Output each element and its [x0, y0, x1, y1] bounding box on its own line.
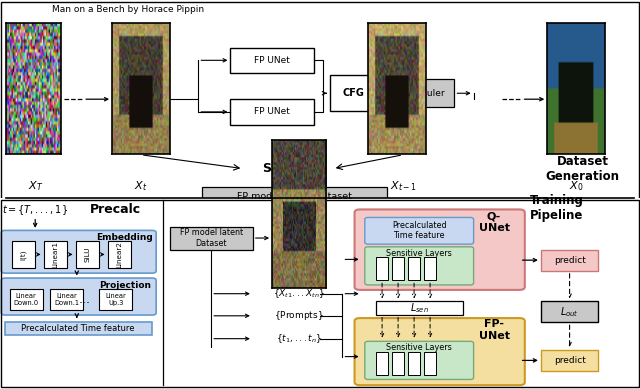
Text: FP model latent
Dataset: FP model latent Dataset — [180, 228, 243, 248]
Bar — [99, 289, 132, 310]
Text: $X_t$: $X_t$ — [134, 179, 147, 193]
Text: Projection: Projection — [99, 281, 151, 290]
Bar — [230, 47, 314, 74]
Bar — [10, 289, 43, 310]
Text: $L_{out}$: $L_{out}$ — [560, 305, 579, 319]
Bar — [108, 241, 131, 268]
Bar — [541, 350, 598, 371]
Text: Man on a Bench by Horace Pippin: Man on a Bench by Horace Pippin — [52, 5, 204, 14]
Text: Linear
Down.1: Linear Down.1 — [54, 293, 79, 306]
Text: Linear
Up.3: Linear Up.3 — [106, 293, 126, 306]
Text: $X_{t-1}$: $X_{t-1}$ — [390, 179, 417, 193]
Bar — [50, 289, 83, 310]
Text: FP model latent Dataset: FP model latent Dataset — [237, 191, 352, 200]
Text: FP UNet: FP UNet — [254, 107, 290, 116]
FancyBboxPatch shape — [1, 278, 156, 315]
Text: SiLU: SiLU — [84, 247, 90, 262]
Bar — [5, 322, 152, 335]
Text: CFG: CFG — [342, 88, 365, 98]
Text: predict: predict — [554, 256, 586, 265]
FancyBboxPatch shape — [365, 217, 474, 244]
Bar — [376, 301, 463, 315]
Bar — [202, 187, 387, 203]
Bar — [330, 75, 378, 111]
Bar — [376, 258, 388, 280]
Bar — [541, 301, 598, 322]
Text: $X_0$: $X_0$ — [569, 179, 583, 193]
Text: Linear2: Linear2 — [116, 241, 122, 268]
Text: Linear1: Linear1 — [52, 241, 58, 268]
Bar — [376, 352, 388, 375]
Text: l(t): l(t) — [20, 249, 26, 260]
Bar — [390, 79, 454, 107]
Text: $L_{sen}$: $L_{sen}$ — [410, 301, 429, 315]
Bar — [44, 241, 67, 268]
Text: predict: predict — [554, 356, 586, 365]
Bar — [408, 352, 420, 375]
Text: $\{t_1,...t_n\}$: $\{t_1,...t_n\}$ — [276, 332, 322, 345]
Text: $X_T$: $X_T$ — [28, 179, 43, 193]
Text: Embedding: Embedding — [97, 233, 153, 242]
Bar — [170, 227, 253, 250]
Text: ...: ... — [79, 293, 90, 306]
FancyBboxPatch shape — [355, 209, 525, 290]
Text: $\{X_{t1}...X_{tn}\}$: $\{X_{t1}...X_{tn}\}$ — [273, 287, 325, 300]
Bar — [230, 99, 314, 125]
Bar — [541, 250, 598, 271]
Bar — [76, 241, 99, 268]
Text: FP-
UNet: FP- UNet — [479, 319, 509, 341]
Text: Sensitive Layers: Sensitive Layers — [387, 249, 452, 258]
Text: Precalculated Time feature: Precalculated Time feature — [21, 324, 135, 333]
Bar — [392, 352, 404, 375]
Text: FP UNet: FP UNet — [254, 56, 290, 65]
FancyBboxPatch shape — [1, 230, 156, 273]
Bar — [392, 258, 404, 280]
Text: Training
Pipeline: Training Pipeline — [530, 194, 584, 222]
Text: Q-
UNet: Q- UNet — [479, 211, 509, 233]
Text: Sampling: Sampling — [262, 162, 327, 175]
Text: Precalc: Precalc — [90, 203, 141, 216]
Text: Linear
Down.0: Linear Down.0 — [13, 293, 39, 306]
FancyBboxPatch shape — [355, 318, 525, 385]
Bar — [424, 352, 436, 375]
Bar — [12, 241, 35, 268]
Text: Scheduler: Scheduler — [399, 89, 445, 98]
Bar — [424, 258, 436, 280]
Text: Precalculated
Time feature: Precalculated Time feature — [392, 221, 447, 240]
FancyBboxPatch shape — [365, 342, 474, 380]
Text: Dataset
Generation: Dataset Generation — [545, 155, 620, 182]
Bar — [408, 258, 420, 280]
Text: $\{$Prompts$\}$: $\{$Prompts$\}$ — [274, 309, 324, 322]
Text: Sensitive Layers: Sensitive Layers — [387, 343, 452, 352]
Text: $t=\{T,...,1\}$: $t=\{T,...,1\}$ — [2, 203, 68, 217]
FancyBboxPatch shape — [365, 247, 474, 285]
